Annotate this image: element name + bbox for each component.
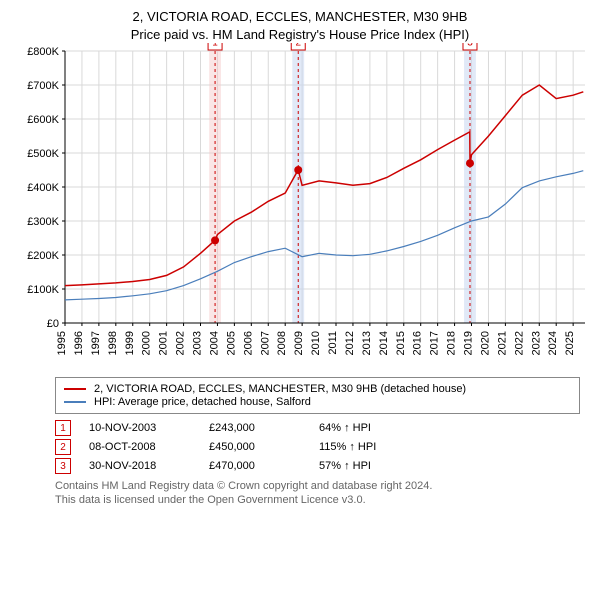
svg-text:2009: 2009: [293, 331, 305, 355]
svg-text:2003: 2003: [192, 331, 204, 355]
event-price: £243,000: [209, 422, 319, 434]
svg-text:2011: 2011: [327, 331, 339, 355]
svg-text:£500K: £500K: [27, 148, 59, 160]
svg-text:2012: 2012: [344, 331, 356, 355]
svg-text:2015: 2015: [395, 331, 407, 355]
event-marker: 3: [55, 458, 71, 474]
svg-text:1997: 1997: [90, 331, 102, 355]
svg-text:£700K: £700K: [27, 80, 59, 92]
svg-text:2020: 2020: [479, 331, 491, 355]
legend-label: 2, VICTORIA ROAD, ECCLES, MANCHESTER, M3…: [94, 383, 466, 395]
legend-swatch: [64, 401, 86, 403]
svg-text:2014: 2014: [378, 331, 390, 355]
title-line-2: Price paid vs. HM Land Registry's House …: [10, 26, 590, 44]
svg-text:2017: 2017: [429, 331, 441, 355]
event-date: 30-NOV-2018: [89, 460, 209, 472]
sale-point-3: [466, 159, 474, 167]
event-row: 3 30-NOV-2018£470,00057% ↑ HPI: [55, 458, 580, 474]
chart-container: 2, VICTORIA ROAD, ECCLES, MANCHESTER, M3…: [0, 0, 600, 514]
title-line-1: 2, VICTORIA ROAD, ECCLES, MANCHESTER, M3…: [10, 8, 590, 26]
svg-text:1998: 1998: [107, 331, 119, 355]
svg-text:£100K: £100K: [27, 284, 59, 296]
svg-text:£800K: £800K: [27, 46, 59, 58]
event-pct: 64% ↑ HPI: [319, 422, 580, 434]
event-date: 10-NOV-2003: [89, 422, 209, 434]
svg-text:2024: 2024: [547, 331, 559, 355]
svg-text:2: 2: [295, 43, 301, 49]
svg-text:2025: 2025: [564, 331, 576, 355]
svg-text:£300K: £300K: [27, 216, 59, 228]
footnote-line-2: This data is licensed under the Open Gov…: [55, 494, 580, 508]
event-price: £450,000: [209, 441, 319, 453]
event-row: 1 10-NOV-2003£243,00064% ↑ HPI: [55, 420, 580, 436]
svg-text:2005: 2005: [225, 331, 237, 355]
svg-text:2013: 2013: [361, 331, 373, 355]
event-marker: 1: [55, 420, 71, 436]
svg-text:2004: 2004: [208, 331, 220, 355]
legend-row: 2, VICTORIA ROAD, ECCLES, MANCHESTER, M3…: [64, 383, 571, 395]
footnote-line-1: Contains HM Land Registry data © Crown c…: [55, 480, 580, 494]
svg-text:2021: 2021: [496, 331, 508, 355]
footnote: Contains HM Land Registry data © Crown c…: [55, 480, 580, 508]
svg-text:2000: 2000: [141, 331, 153, 355]
svg-text:2019: 2019: [463, 331, 475, 355]
sale-point-1: [211, 236, 219, 244]
svg-text:2023: 2023: [530, 331, 542, 355]
svg-text:1995: 1995: [56, 331, 68, 355]
svg-text:2002: 2002: [175, 331, 187, 355]
svg-text:1999: 1999: [124, 331, 136, 355]
legend-swatch: [64, 388, 86, 390]
event-pct: 115% ↑ HPI: [319, 441, 580, 453]
svg-text:2001: 2001: [158, 331, 170, 355]
svg-text:£400K: £400K: [27, 182, 59, 194]
svg-text:2006: 2006: [242, 331, 254, 355]
svg-text:£200K: £200K: [27, 250, 59, 262]
svg-text:1996: 1996: [73, 331, 85, 355]
legend: 2, VICTORIA ROAD, ECCLES, MANCHESTER, M3…: [55, 377, 580, 414]
event-pct: 57% ↑ HPI: [319, 460, 580, 472]
event-price: £470,000: [209, 460, 319, 472]
svg-text:2008: 2008: [276, 331, 288, 355]
svg-text:3: 3: [467, 43, 473, 49]
legend-row: HPI: Average price, detached house, Salf…: [64, 396, 571, 408]
svg-text:2016: 2016: [412, 331, 424, 355]
svg-text:2010: 2010: [310, 331, 322, 355]
legend-label: HPI: Average price, detached house, Salf…: [94, 396, 311, 408]
svg-text:£0: £0: [47, 318, 59, 330]
svg-text:2007: 2007: [259, 331, 271, 355]
svg-text:2022: 2022: [513, 331, 525, 355]
svg-text:2018: 2018: [446, 331, 458, 355]
event-marker: 2: [55, 439, 71, 455]
svg-text:£600K: £600K: [27, 114, 59, 126]
svg-text:1: 1: [212, 43, 218, 49]
sale-events: 1 10-NOV-2003£243,00064% ↑ HPI 2 08-OCT-200…: [55, 420, 580, 474]
sale-point-2: [294, 166, 302, 174]
event-row: 2 08-OCT-2008£450,000115% ↑ HPI: [55, 439, 580, 455]
price-chart: 1 2 3 £0 £100K £200K £300K £400K £500K £600K £700K…: [10, 43, 590, 373]
chart-titles: 2, VICTORIA ROAD, ECCLES, MANCHESTER, M3…: [10, 8, 590, 43]
event-date: 08-OCT-2008: [89, 441, 209, 453]
